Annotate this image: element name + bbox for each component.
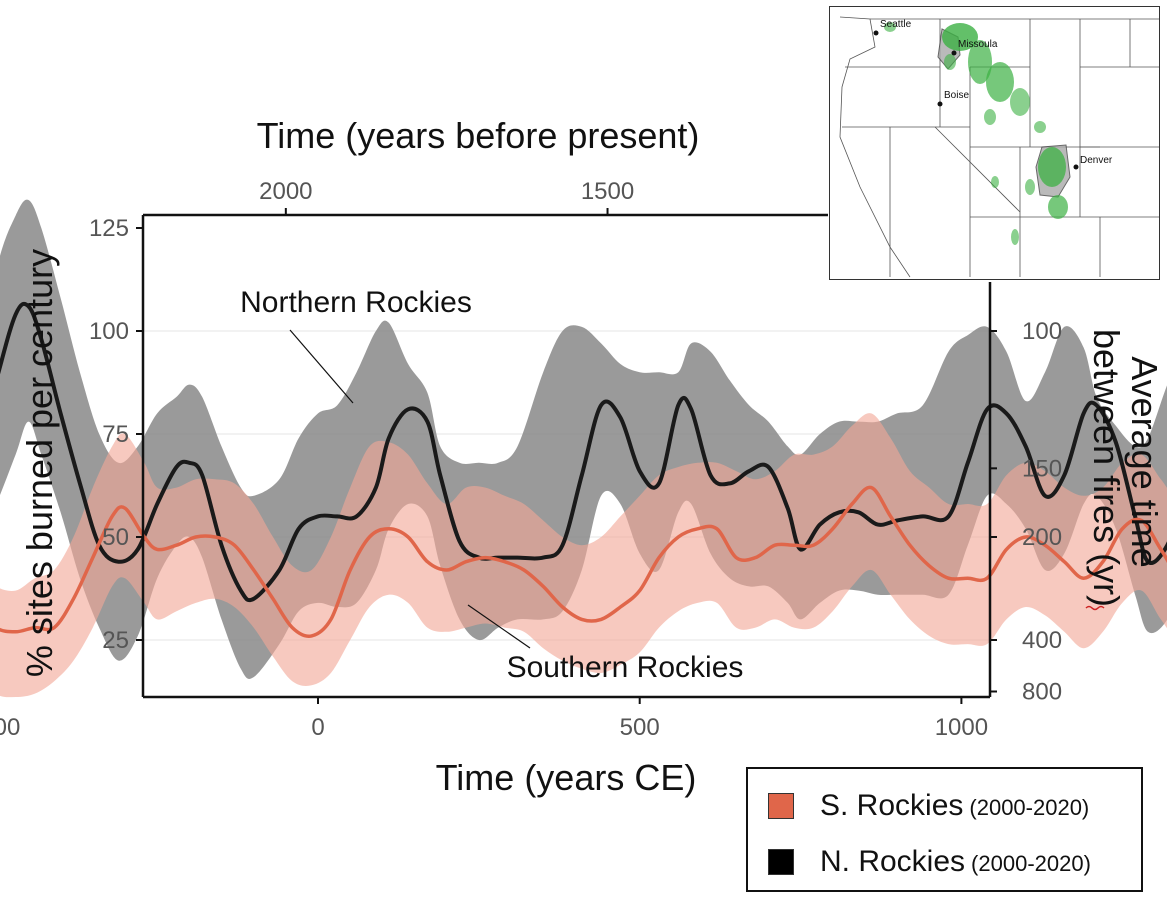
y-tick-label: 75 xyxy=(102,421,129,448)
right-y-tick-label: 150 xyxy=(1022,455,1062,482)
right-y-axis-title-line2: between fires (yr) xyxy=(1086,329,1127,607)
right-y-axis-title-line1: Average time xyxy=(1124,356,1165,567)
right-y-tick-label: 400 xyxy=(1022,627,1062,654)
line-northern-rockies xyxy=(0,301,1167,603)
x-axis-title: Time (years CE) xyxy=(436,757,697,798)
city-boise: Boise xyxy=(944,90,969,101)
y-tick-label: 25 xyxy=(102,627,129,654)
y-tick-label: 100 xyxy=(89,318,129,345)
right-y-tick-label: 200 xyxy=(1022,524,1062,551)
city-missoula: Missoula xyxy=(958,39,998,50)
top-x-axis-title: Time (years before present) xyxy=(257,115,700,156)
line-southern-rockies xyxy=(0,485,1167,638)
southern-annotation-leader xyxy=(467,604,531,649)
spellcheck-squiggle xyxy=(1085,605,1105,611)
series-lines xyxy=(0,301,1167,638)
top-x-tick-label: 1500 xyxy=(581,178,634,205)
northern-rockies-annotation: Northern Rockies xyxy=(240,286,472,319)
western-us-map: Seattle Missoula Boise Denver xyxy=(839,16,1159,278)
legend-item-n-rockies: N. Rockies (2000-2020) xyxy=(768,845,1091,879)
x-tick-label: -500 xyxy=(0,714,20,741)
legend-label-s-rockies: S. Rockies xyxy=(820,789,964,822)
x-tick-label: 1000 xyxy=(935,714,988,741)
legend-swatch-n-rockies xyxy=(768,849,794,875)
city-denver: Denver xyxy=(1080,155,1113,166)
legend-swatch-s-rockies xyxy=(768,793,794,819)
northern-annotation-leader xyxy=(289,329,354,404)
forest-patches xyxy=(884,22,1068,245)
city-seattle: Seattle xyxy=(880,19,912,30)
right-y-tick-label: 100 xyxy=(1022,318,1062,345)
legend-item-s-rockies: S. Rockies (2000-2020) xyxy=(768,789,1089,823)
southern-rockies-annotation: Southern Rockies xyxy=(507,651,744,684)
legend-sub-s-rockies: (2000-2020) xyxy=(969,795,1090,820)
legend-label-n-rockies: N. Rockies xyxy=(820,845,966,878)
y-axis-title: % sites burned per century xyxy=(19,249,60,677)
x-tick-label: 500 xyxy=(620,714,660,741)
axes xyxy=(136,208,997,704)
x-tick-label: 0 xyxy=(311,714,324,741)
y-tick-label: 125 xyxy=(89,215,129,242)
legend-sub-n-rockies: (2000-2020) xyxy=(971,851,1091,876)
inset-map: Seattle Missoula Boise Denver xyxy=(829,6,1160,280)
y-tick-label: 50 xyxy=(102,524,129,551)
right-y-tick-label: 800 xyxy=(1022,679,1062,706)
city-markers xyxy=(873,30,1079,170)
legend: S. Rockies (2000-2020) N. Rockies (2000-… xyxy=(746,767,1143,892)
top-x-tick-label: 2000 xyxy=(259,178,312,205)
